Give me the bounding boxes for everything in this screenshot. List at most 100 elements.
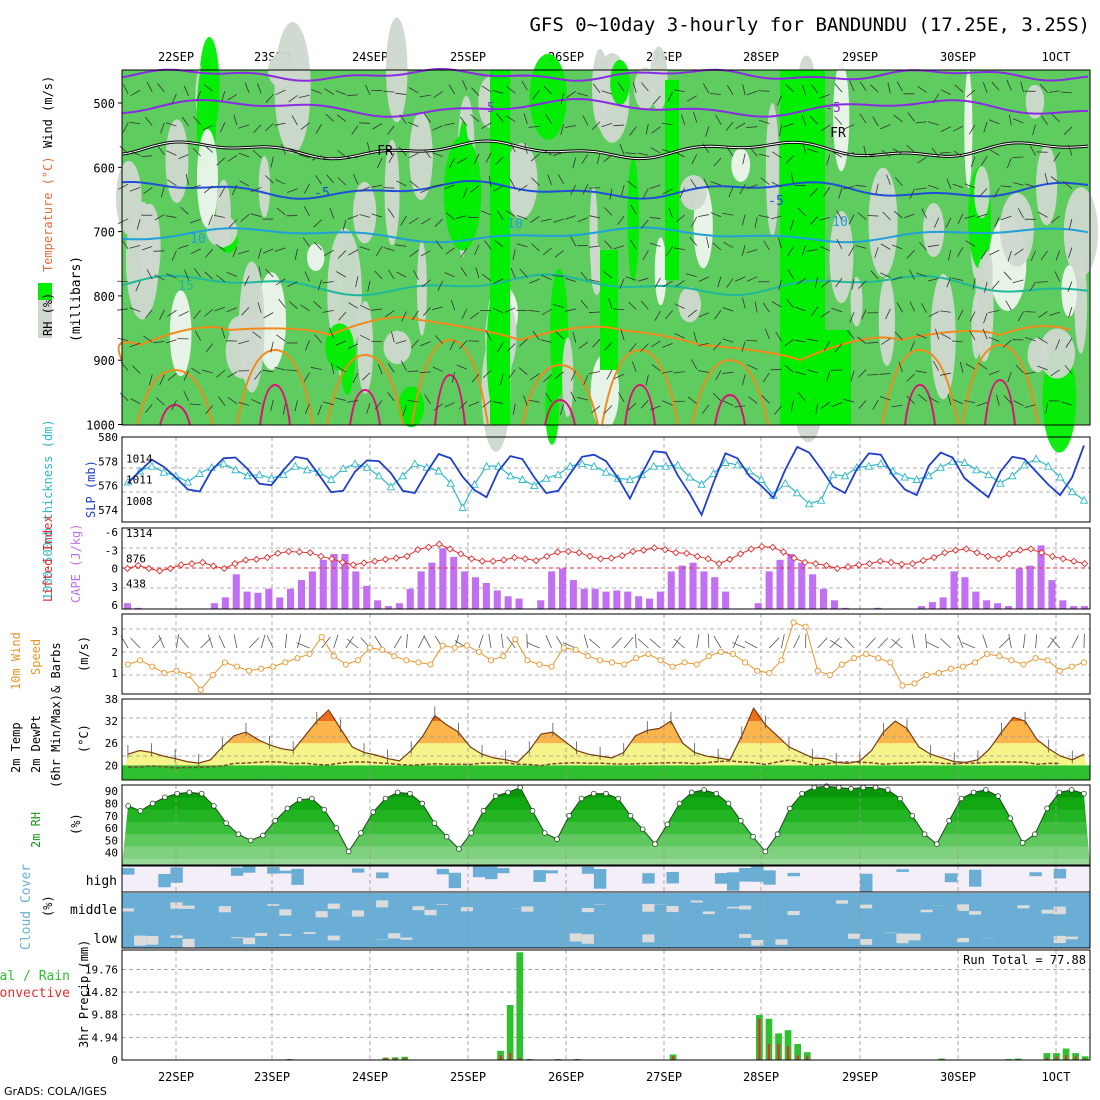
wind-barb xyxy=(793,635,801,649)
wind-barb xyxy=(300,122,310,130)
top-date-axis: 22SEP23SEP24SEP25SEP26SEP27SEP28SEP29SEP… xyxy=(158,50,1071,64)
data-point xyxy=(245,667,253,674)
data-point xyxy=(649,461,659,470)
cloud-middle-bar xyxy=(472,893,486,920)
wind-barb xyxy=(543,85,552,95)
wind-barb xyxy=(219,187,226,198)
cloud-low-bar xyxy=(872,920,885,948)
cape-bar xyxy=(319,559,327,609)
wind-barb xyxy=(741,341,746,352)
cloud-level-label: high xyxy=(86,874,117,889)
wind-barb xyxy=(435,240,443,250)
wind-barb xyxy=(786,298,794,308)
wind-barb xyxy=(662,280,673,287)
data-point xyxy=(790,619,797,626)
date-tick-label: 24SEP xyxy=(352,1070,388,1084)
data-point xyxy=(231,559,239,568)
wind-barb xyxy=(661,122,673,126)
cloud-middle-bar xyxy=(497,893,510,920)
precip-conv-bar xyxy=(777,1044,780,1060)
wind-barb xyxy=(877,637,889,649)
wind-barb xyxy=(177,244,189,249)
wind-barb xyxy=(672,636,682,649)
wind-barb xyxy=(275,179,286,185)
date-tick-label: 28SEP xyxy=(743,1070,779,1084)
wind-barb xyxy=(706,237,710,248)
temp-bands xyxy=(122,708,1090,766)
wind-barb xyxy=(680,114,686,125)
wind-barb xyxy=(687,95,697,102)
cloud-low-bar xyxy=(678,920,691,948)
cape-bar xyxy=(265,588,273,610)
contour-label: 10 xyxy=(832,215,848,230)
data-point xyxy=(864,461,874,470)
cloud-middle-bar xyxy=(460,893,474,920)
wind-barb xyxy=(1055,339,1061,350)
data-point xyxy=(235,831,242,838)
date-tick-label: 30SEP xyxy=(940,1070,976,1084)
wind-barb xyxy=(651,363,661,372)
wind-barb xyxy=(931,147,940,157)
data-point xyxy=(996,653,1003,660)
wind-barb xyxy=(915,370,927,374)
wind-barb xyxy=(408,152,419,159)
data-point xyxy=(258,665,265,672)
wind-barb xyxy=(336,114,347,122)
wind-barb xyxy=(528,309,540,313)
wind-barb xyxy=(252,150,262,159)
wind-barb xyxy=(1007,371,1012,383)
rh-band xyxy=(122,797,1090,811)
wind-barb xyxy=(865,637,876,649)
wind-barb xyxy=(342,219,347,231)
cloud-low-bar xyxy=(727,920,740,948)
data-point xyxy=(394,789,401,796)
wind-barb xyxy=(964,400,976,404)
data-point xyxy=(1080,559,1089,568)
cloud-gap xyxy=(279,933,292,936)
wind-barb xyxy=(473,153,480,165)
wind-barb xyxy=(367,280,371,292)
cloud-low-bar xyxy=(763,920,776,948)
data-point xyxy=(958,795,965,802)
data-point xyxy=(302,465,312,474)
wind-barb xyxy=(395,92,407,95)
rh-shade xyxy=(930,273,956,400)
wind-barb xyxy=(286,369,298,372)
cloud-high-bar xyxy=(485,866,498,880)
wind-barb xyxy=(478,634,484,649)
wind-barb xyxy=(935,328,940,340)
data-point xyxy=(575,549,583,557)
wind-barb xyxy=(898,361,903,373)
cape-bar xyxy=(994,603,1002,609)
wind-barb xyxy=(482,369,492,379)
wind-barb xyxy=(1063,126,1073,135)
wind-barb xyxy=(570,391,577,402)
wind-barb xyxy=(552,304,564,308)
wind-barb xyxy=(145,309,153,319)
wind-barb xyxy=(570,236,577,247)
data-point xyxy=(578,795,585,802)
cloud-high-bar xyxy=(666,871,679,884)
wind-barb xyxy=(613,124,625,127)
wind-barb xyxy=(367,142,371,154)
wind-barb xyxy=(850,370,855,382)
wind-barb xyxy=(1040,84,1048,93)
data-point xyxy=(267,473,276,482)
cloud-gap xyxy=(956,937,970,943)
temp-tick-label: 32 xyxy=(105,715,118,728)
wind-barb xyxy=(1060,91,1072,94)
wind-barb xyxy=(1037,365,1048,371)
wind-barb xyxy=(291,115,298,126)
data-point xyxy=(211,803,217,809)
wind-barb xyxy=(405,634,408,649)
cloud-middle-bar xyxy=(920,893,933,920)
wind-barb xyxy=(542,247,552,256)
cloud-low-bar xyxy=(303,920,316,948)
wind-barb xyxy=(896,81,903,92)
contour-label: 10 xyxy=(507,217,523,232)
wind-barb xyxy=(654,310,661,321)
cloud-high-bar xyxy=(533,870,546,882)
wind-barb xyxy=(746,90,758,96)
wind-barb xyxy=(966,89,976,98)
